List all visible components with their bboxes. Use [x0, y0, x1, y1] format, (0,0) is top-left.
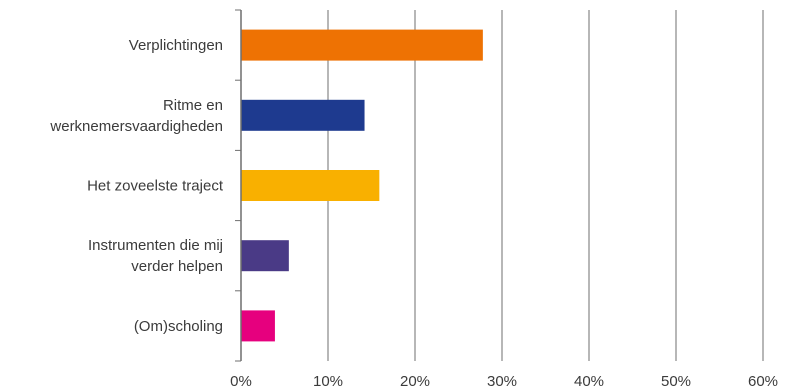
category-label-line: Instrumenten die mij: [88, 237, 223, 254]
category-label: Het zoveelste traject: [87, 178, 224, 195]
bar: [241, 240, 289, 272]
x-tick-labels: 0% 10% 20% 30% 40% 50% 60%: [230, 373, 778, 390]
category-label: Verplichtingen: [129, 37, 223, 54]
x-tick-label: 20%: [400, 373, 430, 390]
x-tick-label: 0%: [230, 373, 252, 390]
category-label-line: werknemersvaardigheden: [49, 118, 223, 135]
category-label: Instrumenten die mij verder helpen: [88, 237, 223, 275]
category-label: Ritme en werknemersvaardigheden: [49, 97, 223, 135]
category-label-line: (Om)scholing: [134, 318, 223, 335]
bars: [241, 29, 483, 342]
x-tick-label: 10%: [313, 373, 343, 390]
category-label-line: Verplichtingen: [129, 37, 223, 54]
grid-lines: [327, 10, 764, 361]
x-tick-label: 30%: [487, 373, 517, 390]
category-label-line: Het zoveelste traject: [87, 178, 224, 195]
x-tick-label: 40%: [574, 373, 604, 390]
bar: [241, 170, 380, 201]
category-labels: Verplichtingen Ritme en werknemersvaardigh…: [49, 37, 223, 335]
x-tick-label: 50%: [661, 373, 691, 390]
bar: [241, 99, 365, 131]
category-label: (Om)scholing: [134, 318, 223, 335]
axes: [235, 9, 242, 362]
category-label-line: verder helpen: [131, 258, 223, 275]
x-tick-label: 60%: [748, 373, 778, 390]
bar: [241, 310, 275, 342]
category-label-line: Ritme en: [163, 97, 223, 114]
bar: [241, 29, 483, 61]
